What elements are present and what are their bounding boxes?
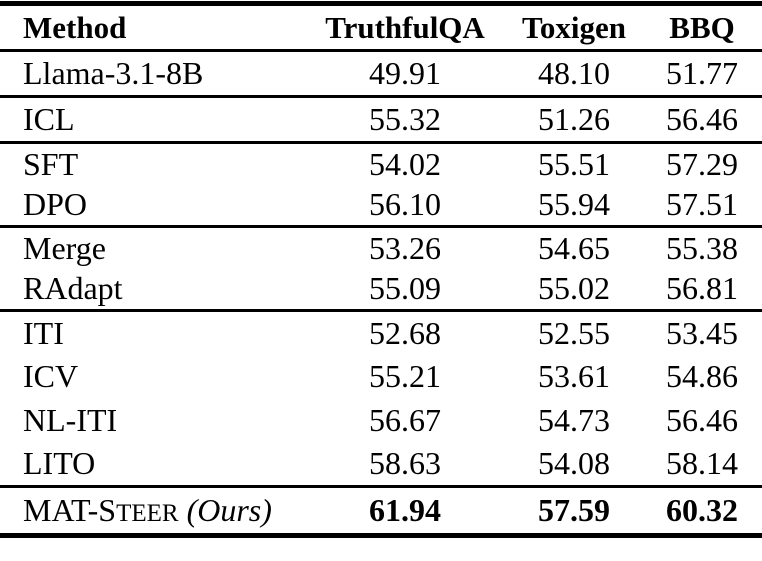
- value-cell: 53.61: [538, 358, 610, 394]
- value-cell: 55.02: [538, 270, 610, 307]
- method-cell: MAT-STEER (Ours): [0, 487, 322, 536]
- table-row: LITO 58.63 54.08 58.14: [0, 443, 762, 487]
- method-cell: ICL: [23, 101, 75, 137]
- results-table: Method TruthfulQA Toxigen BBQ Llama-3.1-8B 4…: [0, 1, 762, 538]
- value-cell: 52.55: [538, 314, 610, 351]
- row-group: ICL 55.32 51.26 56.46: [0, 96, 762, 143]
- table-row: ICL 55.32 51.26 56.46: [0, 97, 762, 143]
- table-header: Method TruthfulQA Toxigen BBQ: [0, 4, 762, 51]
- table-row: SFT 54.02 55.51 57.29: [0, 143, 762, 185]
- method-name-part-smallcaps: TEER: [116, 500, 179, 527]
- value-cell: 51.26: [538, 101, 610, 137]
- value-cell: 56.81: [666, 270, 738, 307]
- method-cell: Llama-3.1-8B: [23, 55, 204, 91]
- column-header-bbq: BBQ: [669, 9, 735, 45]
- row-group: SFT 54.02 55.51 57.29 DPO 56.10 55.94 57.51: [0, 142, 762, 227]
- table-row: RAdapt 55.09 55.02 56.81: [0, 269, 762, 311]
- table-row: ITI 52.68 52.55 53.45: [0, 311, 762, 355]
- value-cell: 58.14: [666, 445, 738, 482]
- value-cell: 55.21: [369, 358, 441, 394]
- method-cell: ICV: [23, 358, 79, 394]
- row-group: Llama-3.1-8B 49.91 48.10 51.77: [0, 50, 762, 97]
- value-cell: 55.09: [369, 270, 441, 307]
- value-cell: 54.08: [538, 445, 610, 482]
- value-cell: 55.51: [538, 145, 610, 182]
- table-row: Merge 53.26 54.65 55.38: [0, 227, 762, 269]
- table-row: DPO 56.10 55.94 57.51: [0, 185, 762, 227]
- value-cell: 56.46: [666, 101, 738, 137]
- value-cell: 60.32: [666, 492, 738, 528]
- value-cell: 53.26: [369, 229, 441, 266]
- value-cell: 54.73: [538, 402, 610, 438]
- value-cell: 54.02: [369, 145, 441, 182]
- value-cell: 57.29: [666, 145, 738, 182]
- method-cell: Merge: [23, 229, 106, 266]
- column-header-toxigen: Toxigen: [522, 9, 626, 45]
- value-cell: 56.67: [369, 402, 441, 438]
- method-cell: LITO: [23, 445, 96, 482]
- value-cell: 56.10: [369, 186, 441, 223]
- value-cell: 53.45: [666, 314, 738, 351]
- method-name-part-italic: (Ours): [178, 492, 272, 528]
- value-cell: 55.38: [666, 229, 738, 266]
- value-cell: 51.77: [666, 55, 738, 91]
- value-cell: 58.63: [369, 445, 441, 482]
- value-cell: 57.51: [666, 186, 738, 223]
- method-name-part-caps: MAT-S: [23, 492, 117, 528]
- table-row: ICV 55.21 53.61 54.86: [0, 355, 762, 399]
- ours-row-group: MAT-STEER (Ours) 61.94 57.59 60.32: [0, 486, 762, 536]
- value-cell: 56.46: [666, 402, 738, 438]
- table-row: Llama-3.1-8B 49.91 48.10 51.77: [0, 51, 762, 97]
- column-header-truthfulqa: TruthfulQA: [325, 9, 485, 45]
- value-cell: 54.65: [538, 229, 610, 266]
- value-cell: 49.91: [369, 55, 441, 91]
- header-row: Method TruthfulQA Toxigen BBQ: [0, 4, 762, 51]
- method-cell: DPO: [23, 186, 88, 223]
- value-cell: 55.94: [538, 186, 610, 223]
- method-cell: RAdapt: [23, 270, 123, 307]
- table-row: MAT-STEER (Ours) 61.94 57.59 60.32: [0, 487, 762, 536]
- row-group: ITI 52.68 52.55 53.45 ICV 55.21 53.61 54.86 NL-I…: [0, 310, 762, 487]
- table-row: NL-ITI 56.67 54.73 56.46: [0, 399, 762, 443]
- method-cell: SFT: [23, 145, 79, 182]
- column-header-method: Method: [23, 9, 127, 45]
- method-cell: NL-ITI: [23, 402, 118, 438]
- value-cell: 55.32: [369, 101, 441, 137]
- value-cell: 48.10: [538, 55, 610, 91]
- value-cell: 57.59: [538, 492, 610, 528]
- value-cell: 54.86: [666, 358, 738, 394]
- value-cell: 61.94: [369, 492, 441, 528]
- method-cell: ITI: [23, 314, 64, 351]
- row-group: Merge 53.26 54.65 55.38 RAdapt 55.09 55.02 56.8…: [0, 226, 762, 311]
- value-cell: 52.68: [369, 314, 441, 351]
